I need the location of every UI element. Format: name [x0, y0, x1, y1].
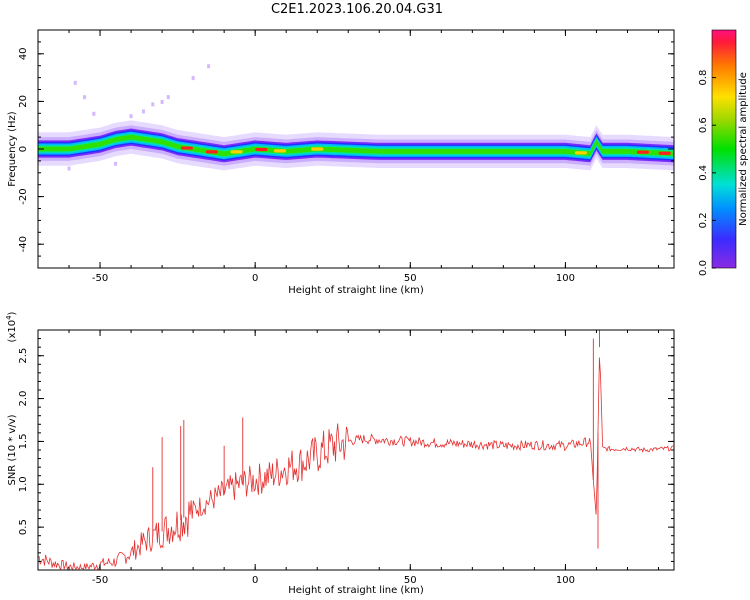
- ridge-hotspot-1: [205, 150, 218, 154]
- snr-line-series: [38, 330, 674, 570]
- chart-title: C2E1.2023.106.20.04.G31: [270, 2, 444, 17]
- snr-ytick-label-2: 1.5: [18, 433, 29, 449]
- ridge-band-6: [38, 134, 674, 157]
- heatmap-speck-0: [73, 80, 77, 85]
- snr-background: [38, 330, 674, 570]
- ridge-hotspot-8: [658, 151, 671, 155]
- heatmap-xtick-label--50: -50: [92, 273, 108, 284]
- heatmap-xtick-label-0: 0: [252, 273, 258, 284]
- ridge-hotspot-7: [636, 150, 649, 154]
- heatmap-ylabel: Frequency (Hz): [7, 111, 18, 187]
- heatmap-speck-9: [207, 64, 211, 69]
- heatmap-ytick-label-20: 20: [18, 95, 29, 108]
- snr-xtick-label-50: 50: [404, 575, 417, 586]
- heatmap-speck-1: [83, 95, 87, 100]
- colorbar-tick-label-1: 0.2: [698, 212, 709, 228]
- snr-line: [38, 357, 674, 570]
- ridge-hotspot-6: [574, 151, 587, 155]
- heatmap-speck-10: [67, 166, 71, 171]
- colorbar-gradient: [711, 29, 737, 269]
- heatmap-speck-3: [129, 114, 133, 119]
- snr-multiplier: (x104): [5, 311, 18, 342]
- snr-xtick-label-100: 100: [556, 575, 575, 586]
- heatmap-ytick-label-40: 40: [18, 47, 29, 60]
- heatmap-ridge: [38, 64, 674, 171]
- snr-ytick-label-1: 1.0: [18, 476, 29, 492]
- heatmap-xtick-label-100: 100: [556, 273, 575, 284]
- heatmap-speck-6: [160, 99, 164, 104]
- snr-ytick-label-0: 0.5: [18, 519, 29, 535]
- heatmap-speck-11: [114, 161, 118, 166]
- colorbar-label: Normalized spectral amplitude: [738, 72, 749, 226]
- heatmap-speck-8: [191, 76, 195, 81]
- snr-xtick-label-0: 0: [252, 575, 258, 586]
- ridge-hotspot-3: [255, 147, 268, 152]
- heatmap-ytick-label--20: -20: [18, 188, 29, 204]
- heatmap-ytick-label-0: 0: [18, 146, 29, 152]
- heatmap-speck-7: [166, 95, 170, 100]
- colorbar: 0.0 0.2 0.4 0.6 0.8 Normalized spectral ampli…: [698, 29, 749, 276]
- snr-ytick-label-4: 2.5: [18, 348, 29, 364]
- ridge-hotspot-2: [230, 150, 243, 154]
- heatmap-axes: -50 0 50 100 -40 -20 0 20 40 Height of straight l…: [7, 29, 675, 296]
- colorbar-tick-label-4: 0.8: [698, 70, 709, 86]
- snr-xtick-label--50: -50: [92, 575, 108, 586]
- heatmap-ytick-label--40: -40: [18, 236, 29, 252]
- heatmap-speck-5: [151, 102, 155, 107]
- colorbar-tick-label-0: 0.0: [698, 260, 709, 276]
- ridge-hotspot-0: [180, 146, 193, 150]
- snr-ylabel: SNR (10 * v/v): [7, 414, 18, 485]
- ridge-hotspot-4: [273, 149, 286, 153]
- colorbar-tick-label-3: 0.6: [698, 117, 709, 133]
- snr-axes: -50 0 50 100 0.5 1.0 1.5 2.0 2.5 Height of straig…: [5, 311, 675, 596]
- snr-plot-area: [38, 330, 674, 570]
- snr-ytick-label-3: 2.0: [18, 391, 29, 407]
- heatmap-speck-2: [92, 111, 96, 116]
- snr-xlabel: Height of straight line (km): [288, 585, 424, 596]
- heatmap-xtick-label-50: 50: [404, 273, 417, 284]
- colorbar-tick-label-2: 0.4: [698, 165, 709, 181]
- heatmap-speck-4: [141, 109, 145, 114]
- heatmap-xlabel: Height of straight line (km): [288, 285, 424, 296]
- ridge-hotspot-5: [311, 147, 324, 151]
